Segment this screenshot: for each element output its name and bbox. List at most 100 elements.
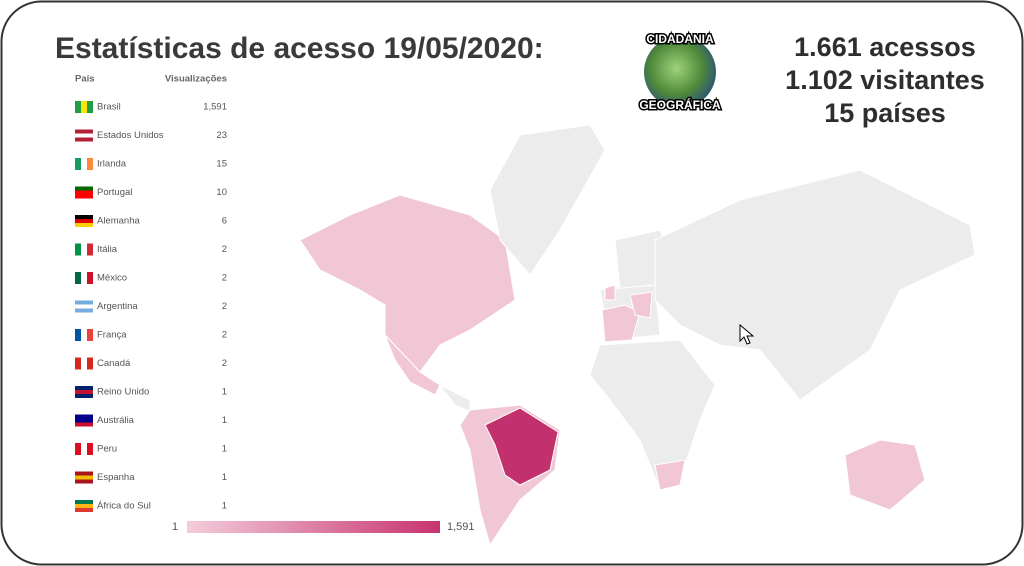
views: 6 [222,216,227,227]
flag [75,418,93,423]
table-row: Reino Unido 1 [75,386,227,398]
legend-min: 1 [172,521,178,533]
flag [75,137,93,142]
table-row: Alemanha 6 [75,215,227,227]
stat-line: 1.102 visitantes [785,65,985,95]
flag [81,357,87,370]
flag [75,308,93,313]
flag [75,471,93,476]
country-name: Itália [97,244,118,255]
table-row: Estados Unidos 23 [75,129,227,142]
views: 2 [222,273,227,284]
flag [75,219,93,223]
country-name: França [97,330,127,341]
country-name: Espanha [97,472,135,483]
flag [87,357,93,370]
flag [75,101,81,113]
country-name: Portugal [97,187,132,198]
views: 1 [222,387,227,398]
views: 1 [222,444,227,455]
views: 1 [222,472,227,483]
flag [81,272,87,284]
flag [75,215,93,219]
flag [75,500,93,504]
flag [87,272,93,284]
mouse-cursor [739,323,755,345]
country-name: Brasil [97,102,121,113]
flag [87,329,93,341]
country-name: Estados Unidos [97,130,164,141]
logo-top: CIDADANIA [646,32,714,46]
legend: 1 1,591 [172,521,475,533]
flag [81,101,87,113]
country-name: Irlanda [97,159,127,170]
column-header: País [75,74,95,85]
flag [87,101,93,113]
flag [81,329,87,341]
flag [75,194,93,199]
column-header: Visualizações [165,74,227,85]
legend-max: 1,591 [447,521,475,533]
legend-bar [187,521,440,533]
views: 1,591 [203,102,227,113]
brazil [484,407,559,486]
flag [75,504,93,508]
table-row: Peru 1 [75,443,227,455]
flag [75,386,93,390]
title: Estatísticas de acesso 19/05/2020: [55,32,544,65]
germany [629,291,653,319]
table-row: França 2 [75,329,227,341]
flag [75,479,93,484]
iberia-france [601,304,641,343]
flag [81,158,87,170]
flag [75,129,93,134]
country-name: África do Sul [97,501,151,512]
table-row: Brasil 1,591 [75,101,227,113]
asia [654,169,976,401]
uk-ireland [604,284,616,301]
australia [844,439,926,511]
table-row: Portugal 10 [75,186,227,199]
flag [75,190,93,195]
country-name: Austrália [97,415,135,426]
flag [75,357,81,370]
south-africa [654,459,686,491]
country-name: Argentina [97,301,138,312]
flag [75,394,93,398]
views: 2 [222,330,227,341]
flag [75,272,81,284]
table-row: México 2 [75,272,227,284]
logo: CIDADANIA GEOGRÁFICA [638,31,723,114]
flag [87,243,93,256]
greenland [489,124,606,276]
views: 2 [222,301,227,312]
flag [75,158,81,170]
logo-globe [644,36,716,108]
flag [75,133,93,138]
table-row: Itália 2 [75,243,227,256]
country-name: México [97,273,127,284]
views: 10 [216,187,227,198]
flag [87,158,93,170]
table-row: Canadá 2 [75,357,227,370]
country-name: Alemanha [97,216,140,227]
flag [75,304,93,309]
world-map [299,124,976,547]
flag [75,300,93,305]
table: Brasil 1,591 Estados Unidos 23 Irlanda 15 Port… [75,101,227,512]
flag [75,243,81,256]
flag [75,186,93,191]
flag [87,443,93,455]
flag [75,475,93,480]
table-row: Austrália 1 [75,414,227,427]
flag [75,223,93,227]
flag [81,243,87,256]
country-name: Canadá [97,358,131,369]
views: 1 [222,415,227,426]
north-america [299,194,516,373]
flag [75,508,93,512]
table-row: Irlanda 15 [75,158,227,170]
views: 23 [216,130,227,141]
views: 2 [222,244,227,255]
